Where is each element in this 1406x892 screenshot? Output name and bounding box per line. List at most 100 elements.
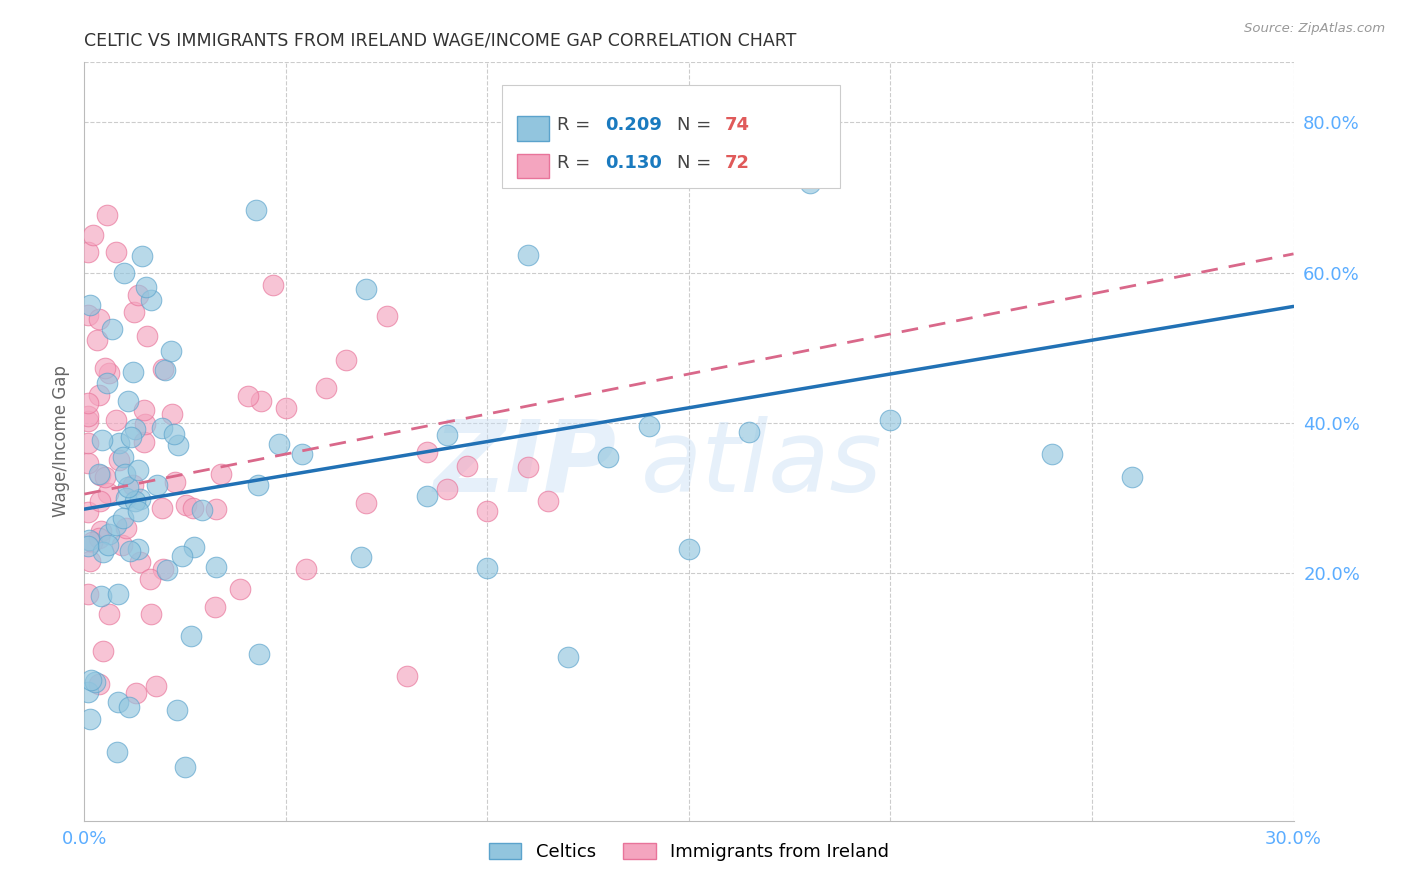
Point bbox=[129, 492, 152, 507]
Point bbox=[80, 673, 103, 688]
Point bbox=[350, 550, 373, 565]
Point bbox=[90, 524, 112, 539]
Point bbox=[77, 395, 100, 409]
Point bbox=[82, 534, 104, 549]
Point bbox=[181, 501, 204, 516]
Point bbox=[125, 686, 148, 700]
Point bbox=[141, 607, 163, 622]
Point bbox=[86, 333, 108, 347]
FancyBboxPatch shape bbox=[517, 116, 548, 141]
Point bbox=[516, 460, 538, 475]
Point bbox=[77, 505, 100, 519]
Text: Source: ZipAtlas.com: Source: ZipAtlas.com bbox=[1244, 22, 1385, 36]
Point bbox=[79, 712, 101, 726]
Point bbox=[127, 287, 149, 301]
Point bbox=[79, 298, 101, 312]
FancyBboxPatch shape bbox=[502, 85, 841, 187]
Point bbox=[93, 545, 115, 559]
Point bbox=[79, 554, 101, 568]
Text: atlas: atlas bbox=[641, 416, 882, 513]
Text: R =: R = bbox=[557, 116, 596, 135]
Point bbox=[127, 463, 149, 477]
Point bbox=[315, 381, 337, 395]
Point bbox=[127, 541, 149, 556]
Point bbox=[247, 478, 270, 492]
Point bbox=[166, 703, 188, 717]
Point bbox=[247, 648, 270, 662]
Point bbox=[131, 249, 153, 263]
Point bbox=[180, 629, 202, 643]
Point bbox=[77, 409, 100, 423]
Point bbox=[107, 695, 129, 709]
Legend: Celtics, Immigrants from Ireland: Celtics, Immigrants from Ireland bbox=[482, 836, 896, 869]
Point bbox=[82, 228, 104, 243]
Point bbox=[97, 486, 120, 500]
Point bbox=[274, 401, 297, 416]
Point bbox=[477, 504, 499, 518]
Point bbox=[105, 413, 128, 427]
Point bbox=[117, 393, 139, 408]
Point bbox=[236, 389, 259, 403]
Point bbox=[122, 477, 145, 491]
Point bbox=[356, 496, 378, 510]
Point bbox=[150, 421, 173, 435]
Point bbox=[132, 403, 155, 417]
Point bbox=[879, 413, 901, 427]
Point bbox=[77, 456, 100, 470]
Point bbox=[122, 365, 145, 379]
Point bbox=[129, 555, 152, 569]
Point bbox=[416, 489, 439, 503]
Point bbox=[436, 482, 458, 496]
Point bbox=[115, 491, 138, 505]
Point bbox=[98, 527, 121, 541]
Point bbox=[557, 650, 579, 665]
Point bbox=[174, 760, 197, 774]
Point bbox=[87, 388, 110, 402]
Point bbox=[205, 559, 228, 574]
Point bbox=[135, 329, 157, 343]
Point bbox=[120, 430, 142, 444]
Point bbox=[97, 538, 120, 552]
Point bbox=[100, 322, 122, 336]
Point bbox=[134, 417, 156, 432]
Text: 72: 72 bbox=[725, 154, 751, 172]
Text: N =: N = bbox=[676, 154, 717, 172]
Point bbox=[477, 560, 499, 574]
Point bbox=[112, 511, 135, 525]
Text: N =: N = bbox=[676, 116, 717, 135]
Text: 0.130: 0.130 bbox=[606, 154, 662, 172]
Point bbox=[93, 361, 115, 376]
Text: R =: R = bbox=[557, 154, 596, 172]
Point bbox=[83, 674, 105, 689]
Point bbox=[139, 293, 162, 307]
Point bbox=[89, 494, 111, 508]
Point bbox=[262, 277, 284, 292]
Point bbox=[98, 607, 121, 622]
Point bbox=[291, 447, 314, 461]
Point bbox=[120, 544, 142, 558]
Point bbox=[90, 589, 112, 603]
Point bbox=[598, 450, 620, 465]
Text: ZIP: ZIP bbox=[433, 416, 616, 513]
Point bbox=[107, 587, 129, 601]
Point bbox=[172, 549, 194, 563]
Point bbox=[152, 361, 174, 376]
Point bbox=[96, 208, 118, 222]
Point bbox=[456, 458, 478, 473]
Point bbox=[267, 436, 290, 450]
Point bbox=[738, 425, 761, 439]
Point bbox=[159, 344, 181, 359]
Point bbox=[183, 540, 205, 554]
Point bbox=[79, 533, 101, 547]
Point bbox=[107, 745, 129, 759]
Point bbox=[108, 435, 131, 450]
Point bbox=[112, 266, 135, 280]
Point bbox=[87, 532, 110, 546]
Point bbox=[150, 501, 173, 516]
Point bbox=[90, 433, 112, 447]
Point bbox=[91, 644, 114, 658]
Point bbox=[1121, 470, 1143, 484]
Point bbox=[146, 477, 169, 491]
Point bbox=[209, 467, 232, 482]
Point bbox=[356, 282, 378, 296]
